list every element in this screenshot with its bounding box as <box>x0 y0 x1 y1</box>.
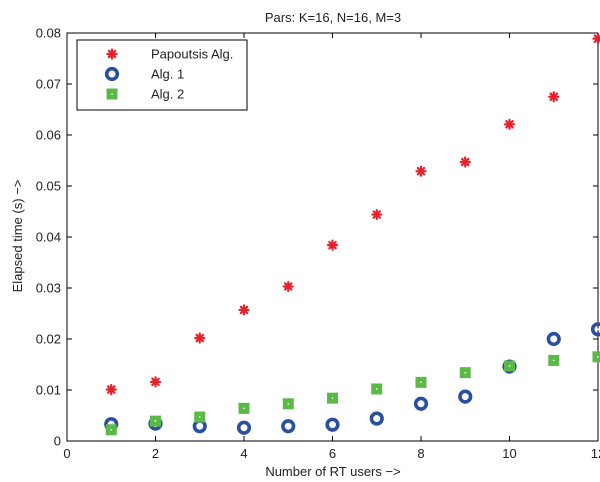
data-point <box>458 389 473 404</box>
data-point <box>236 420 252 435</box>
legend-label: Alg. 2 <box>151 87 184 102</box>
legend-marker <box>104 66 120 82</box>
series-2 <box>104 322 600 435</box>
legend-marker <box>106 88 118 100</box>
y-tick-label: 0 <box>54 434 61 449</box>
y-tick-label: 0.04 <box>36 230 61 245</box>
legend-marker <box>106 48 118 60</box>
chart-title: Pars: K=16, N=16, M=3 <box>265 10 401 25</box>
data-point <box>238 304 250 316</box>
x-tick-label: 12 <box>591 446 600 461</box>
data-point <box>281 419 296 434</box>
data-point <box>371 208 383 221</box>
data-point <box>326 239 339 251</box>
y-tick-label: 0.06 <box>36 128 61 143</box>
data-point <box>415 165 427 177</box>
y-tick-label: 0.08 <box>36 26 61 41</box>
data-point <box>150 415 161 427</box>
data-point <box>371 383 383 395</box>
series-3 <box>105 351 600 436</box>
legend-label: Papoutsis Alg. <box>151 47 233 62</box>
y-tick-label: 0.07 <box>36 77 61 92</box>
legend: Papoutsis Alg. Alg. 1 Alg. 2 <box>76 39 248 111</box>
x-tick-label: 0 <box>63 446 70 461</box>
y-tick-label: 0.02 <box>36 332 61 347</box>
data-point <box>325 417 340 432</box>
data-point <box>282 398 294 410</box>
data-point <box>503 118 516 130</box>
x-axis: 0 2 4 6 8 10 12 <box>63 33 600 461</box>
y-tick-label: 0.05 <box>36 179 61 194</box>
data-point <box>105 383 117 396</box>
x-tick-label: 2 <box>152 446 159 461</box>
data-point <box>238 402 250 414</box>
x-tick-label: 8 <box>417 446 424 461</box>
series-1 <box>105 33 600 396</box>
legend-item: Papoutsis Alg. <box>106 47 233 62</box>
data-point <box>546 331 561 347</box>
legend-item: Alg. 1 <box>104 66 184 82</box>
data-point <box>282 280 294 293</box>
data-point <box>459 367 471 379</box>
data-point <box>592 351 600 363</box>
data-point <box>149 376 162 388</box>
x-tick-label: 6 <box>329 446 336 461</box>
data-points <box>104 33 600 436</box>
data-point <box>413 396 429 411</box>
data-point <box>590 322 600 337</box>
data-point <box>548 91 560 103</box>
data-point <box>369 411 384 426</box>
y-axis-title: Elapsed time (s) −> <box>10 180 25 293</box>
y-tick-label: 0.01 <box>36 383 61 398</box>
data-point <box>415 376 427 388</box>
x-tick-label: 10 <box>502 446 516 461</box>
data-point <box>504 360 515 372</box>
y-axis: 0 0.01 0.02 0.03 0.04 0.05 0.06 0.07 0.08 <box>36 26 598 449</box>
data-point <box>548 354 560 366</box>
legend-label: Alg. 1 <box>151 67 184 82</box>
legend-item: Alg. 2 <box>106 87 184 102</box>
data-point <box>105 424 117 436</box>
x-tick-label: 4 <box>240 446 247 461</box>
data-point <box>327 392 338 404</box>
x-axis-title: Number of RT users −> <box>265 464 400 479</box>
data-point <box>459 156 471 168</box>
y-tick-label: 0.03 <box>36 281 61 296</box>
data-point <box>592 33 600 45</box>
data-point <box>194 411 206 423</box>
data-point <box>194 332 206 344</box>
